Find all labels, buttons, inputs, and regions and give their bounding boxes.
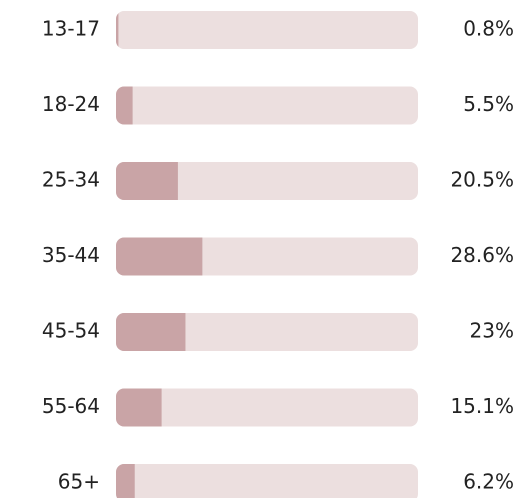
category-label: 35-44 — [42, 243, 100, 267]
bar — [116, 11, 119, 49]
value-label: 15.1% — [450, 394, 514, 418]
category-label: 13-17 — [42, 17, 100, 41]
value-label: 20.5% — [450, 168, 514, 192]
bar — [116, 162, 178, 200]
bar-track — [116, 388, 418, 427]
category-label: 55-64 — [42, 394, 100, 418]
bar-track — [116, 313, 418, 351]
bar — [116, 464, 135, 498]
bar-track — [116, 162, 418, 200]
bar — [116, 86, 133, 125]
bar — [116, 237, 203, 276]
value-label: 0.8% — [463, 17, 514, 41]
value-label: 5.5% — [463, 92, 514, 116]
bar — [116, 313, 186, 351]
category-label: 18-24 — [42, 92, 100, 116]
bar-track — [116, 11, 418, 49]
value-label: 6.2% — [463, 470, 514, 494]
category-label: 25-34 — [42, 168, 100, 192]
value-label: 28.6% — [450, 243, 514, 267]
category-label: 65+ — [58, 470, 100, 494]
bar — [116, 388, 162, 427]
category-label: 45-54 — [42, 319, 100, 343]
bar-track — [116, 86, 418, 125]
value-label: 23% — [470, 319, 514, 343]
bar-track — [116, 464, 418, 498]
